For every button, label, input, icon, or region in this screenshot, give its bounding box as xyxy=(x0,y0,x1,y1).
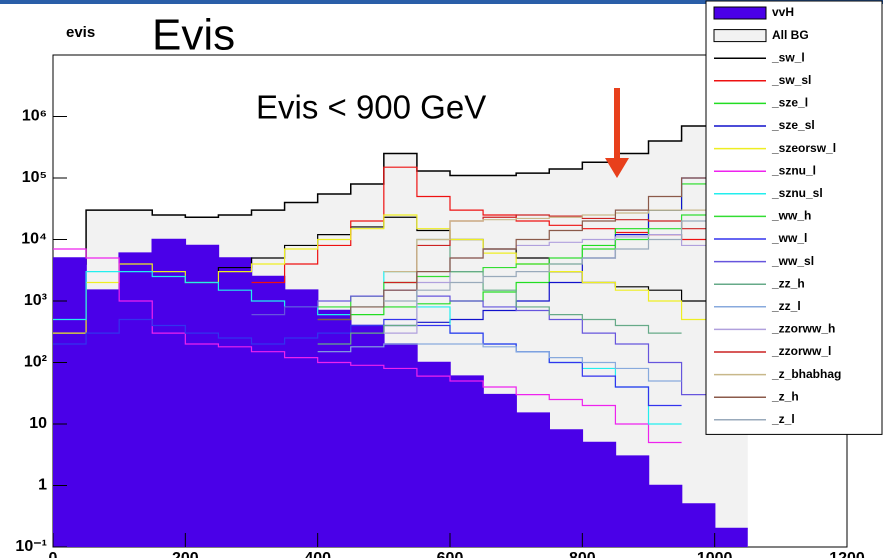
y-tick-label: 10⁴ xyxy=(21,231,47,248)
line xyxy=(53,248,682,444)
annotation: Evis < 900 GeV xyxy=(256,89,486,126)
line xyxy=(383,209,715,273)
legend-label: _ww_l xyxy=(771,231,807,245)
line xyxy=(317,177,715,321)
chart-subtitle: Evis xyxy=(152,11,235,60)
legend-label: _ww_sl xyxy=(771,254,814,268)
legend-label: _z_l xyxy=(771,412,795,426)
legend-swatch xyxy=(713,29,767,43)
line xyxy=(251,166,715,284)
line xyxy=(53,97,748,265)
legend-label: All BG xyxy=(772,28,809,42)
y-tick-label: 10 xyxy=(29,415,47,432)
area xyxy=(53,239,748,547)
legend-label: _sw_l xyxy=(771,50,805,64)
x-tick-label: 600 xyxy=(437,550,464,558)
arrow-head xyxy=(605,158,629,178)
x-tick-label: 1200 xyxy=(829,550,865,558)
legend-label: _sw_sl xyxy=(771,73,811,87)
y-tick-label: 10³ xyxy=(24,292,47,309)
legend-label: _zzorww_h xyxy=(771,322,835,336)
legend-label: _sze_l xyxy=(771,96,808,110)
chart-title: evis xyxy=(66,24,95,41)
legend-label: _szeorsw_l xyxy=(771,141,836,155)
y-tick-label: 10² xyxy=(24,354,47,371)
legend-label: _sze_sl xyxy=(771,118,815,132)
line xyxy=(251,289,715,396)
line xyxy=(383,220,715,302)
legend-box xyxy=(705,0,883,435)
line xyxy=(383,214,715,284)
legend-label: _z_h xyxy=(771,389,799,403)
legend-swatch xyxy=(713,6,767,20)
legend-label: _ww_h xyxy=(771,209,811,223)
y-tick-label: 1 xyxy=(38,477,47,494)
x-tick-label: 200 xyxy=(172,550,199,558)
x-tick-label: 0 xyxy=(49,550,58,558)
legend-label: _sznu_sl xyxy=(771,186,823,200)
line xyxy=(53,214,715,334)
y-tick-label: 10⁶ xyxy=(22,108,47,125)
legend-label: vvH xyxy=(772,5,794,19)
legend-label: _z_bhabhag xyxy=(771,367,841,381)
legend-label: _zz_l xyxy=(771,299,801,313)
y-tick-label: 10⁵ xyxy=(22,169,47,186)
line xyxy=(53,318,682,407)
legend-label: _zzorww_l xyxy=(771,344,831,358)
x-tick-label: 1000 xyxy=(697,550,733,558)
line xyxy=(317,238,682,345)
line xyxy=(317,343,682,382)
y-tick-label: 10⁻¹ xyxy=(15,538,47,555)
line xyxy=(317,214,715,308)
legend-label: _zz_h xyxy=(771,276,805,290)
legend: vvH All BG _sw_l _sw_sl _sze_l _sze_sl _szeors… xyxy=(705,0,883,435)
line xyxy=(383,234,715,334)
top-bar xyxy=(0,0,883,4)
x-tick-label: 800 xyxy=(569,550,596,558)
x-tick-label: 400 xyxy=(304,550,331,558)
legend-label: _sznu_l xyxy=(771,163,816,177)
